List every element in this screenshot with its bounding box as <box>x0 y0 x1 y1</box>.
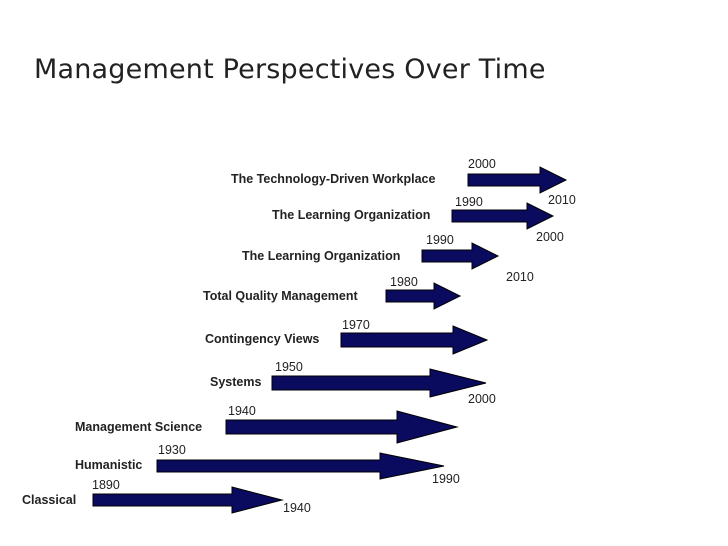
start-year-learning-organization-1: 1990 <box>455 195 483 209</box>
label-management-science: Management Science <box>75 420 203 434</box>
arrow-systems <box>271 368 487 398</box>
label-systems: Systems <box>210 375 262 389</box>
start-year-humanistic: 1930 <box>158 443 186 457</box>
start-year-total-quality-management: 1980 <box>390 275 418 289</box>
end-year-humanistic: 1990 <box>432 472 460 486</box>
arrow-management-science <box>225 410 459 444</box>
arrow-contingency-views <box>340 325 489 355</box>
start-year-learning-organization-2: 1990 <box>426 233 454 247</box>
start-year-systems: 1950 <box>275 360 303 374</box>
label-humanistic: Humanistic <box>75 458 143 472</box>
arrow-learning-organization-1 <box>451 202 555 230</box>
start-year-classical: 1890 <box>92 478 120 492</box>
arrow-classical <box>92 486 284 514</box>
label-classical: Classical <box>22 493 77 507</box>
arrow-humanistic <box>156 452 445 480</box>
end-year-technology-driven-workplace: 2010 <box>548 193 576 207</box>
end-year-learning-organization-2: 2010 <box>506 270 534 284</box>
arrow-learning-organization-2 <box>421 242 500 270</box>
label-contingency-views: Contingency Views <box>205 332 320 346</box>
start-year-management-science: 1940 <box>228 404 256 418</box>
label-technology-driven-workplace: The Technology-Driven Workplace <box>231 172 436 186</box>
label-total-quality-management: Total Quality Management <box>203 289 358 303</box>
end-year-systems: 2000 <box>468 392 496 406</box>
slide-title: Management Perspectives Over Time <box>34 54 546 85</box>
start-year-contingency-views: 1970 <box>342 318 370 332</box>
label-learning-organization-1: The Learning Organization <box>272 208 431 222</box>
start-year-technology-driven-workplace: 2000 <box>468 157 496 171</box>
arrow-technology-driven-workplace <box>467 166 568 194</box>
end-year-learning-organization-1: 2000 <box>536 230 564 244</box>
label-learning-organization-2: The Learning Organization <box>242 249 401 263</box>
end-year-classical: 1940 <box>283 501 311 515</box>
arrow-total-quality-management <box>385 282 462 310</box>
